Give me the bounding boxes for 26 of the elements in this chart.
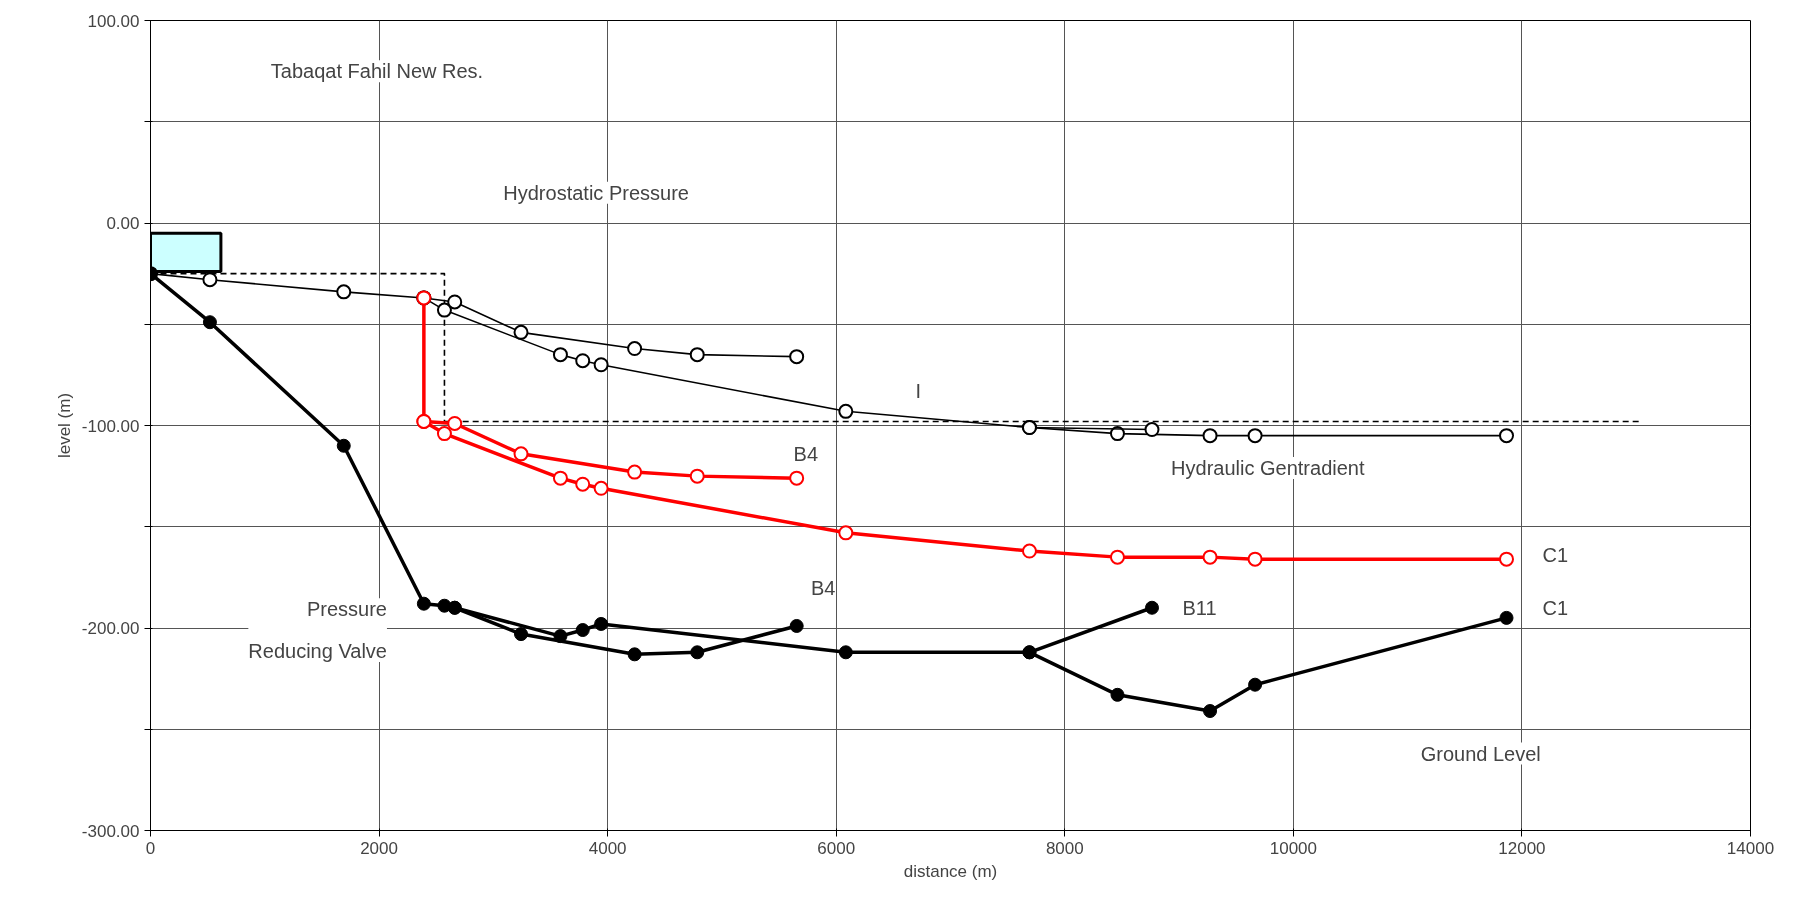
annotation: Hydraulic Gentradient [1171, 457, 1365, 480]
annotation: C1 [1542, 544, 1569, 567]
annotation: C1 [1542, 596, 1569, 619]
x-tick-label: 0 [145, 838, 156, 858]
x-tick-label: 12000 [1498, 838, 1546, 858]
annotation: B4 [793, 442, 819, 465]
y-tick-label: 0.00 [106, 214, 140, 233]
x-tick-label: 2000 [360, 838, 398, 858]
x-tick-label: 4000 [588, 838, 627, 858]
annotation: Pressure Reducing Valve [248, 598, 387, 662]
x-axis-title: distance (m) [903, 861, 998, 881]
x-tick-label: 10000 [1269, 838, 1317, 858]
x-tick-label: 6000 [817, 838, 856, 858]
x-tick-label: 14000 [1726, 838, 1775, 858]
x-tick-label: 8000 [1045, 838, 1084, 858]
annotation: B4 [810, 576, 836, 599]
y-axis-title: level (m) [54, 392, 74, 459]
y-tick-label: -100.00 [81, 416, 140, 436]
y-tick-label: -200.00 [81, 619, 140, 638]
annotation: I [915, 380, 922, 403]
y-tick-label: -300.00 [81, 821, 140, 841]
y-tick-label: 100.00 [87, 11, 140, 31]
annotation: Hydrostatic Pressure [503, 181, 689, 204]
annotation: Tabaqat Fahil New Res. [270, 60, 484, 83]
annotation: B11 [1182, 596, 1217, 619]
annotation: Ground Level [1420, 742, 1541, 765]
